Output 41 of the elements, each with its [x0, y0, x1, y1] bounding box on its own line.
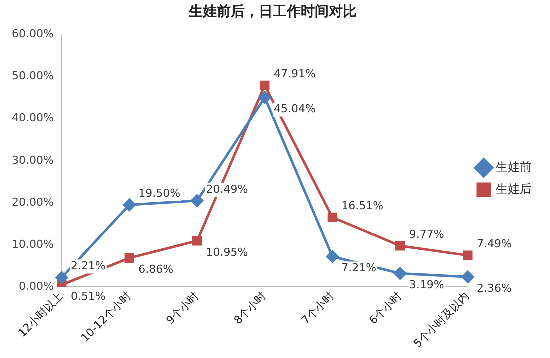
point [260, 80, 270, 90]
point [396, 241, 406, 251]
x-tick-label: 8个小时 [232, 290, 270, 328]
point [326, 250, 339, 263]
legend-label: 生娃后 [496, 182, 532, 196]
data-label: 20.49% [206, 182, 248, 196]
data-label: 9.77% [409, 228, 444, 241]
data-label: 2.21% [70, 260, 106, 273]
data-label: 10.95% [206, 246, 248, 259]
data-label: 7.49% [477, 237, 512, 250]
point [191, 194, 204, 208]
data-label: 16.51% [342, 199, 384, 212]
legend-label: 生娃前 [496, 160, 532, 174]
y-tick-label: 30.00% [12, 154, 54, 167]
point [462, 270, 474, 284]
point [258, 91, 272, 104]
x-tick-label: 9个小时 [164, 290, 202, 328]
data-label: 0.51% [70, 290, 106, 303]
chart-title: 生娃前后，日工作时间对比 [188, 3, 357, 20]
y-tick-label: 10.00% [12, 238, 54, 251]
data-label: 47.91% [274, 67, 316, 80]
data-label: 6.86% [138, 263, 174, 276]
data-label: 2.36% [477, 282, 512, 295]
point [192, 236, 202, 246]
point [394, 267, 407, 280]
data-label: 7.21% [342, 262, 377, 275]
x-tick-label: 7个小时 [299, 290, 337, 328]
data-label: 3.19% [409, 278, 444, 292]
point [123, 198, 136, 212]
data-label: 19.50% [138, 186, 181, 200]
point [328, 212, 338, 222]
y-tick-label: 20.00% [12, 196, 54, 209]
point [463, 250, 473, 260]
point [56, 272, 68, 284]
y-tick-label: 60.00% [12, 28, 54, 41]
y-tick-label: 40.00% [12, 112, 54, 125]
point [124, 253, 134, 263]
y-tick-label: 50.00% [12, 70, 54, 83]
x-tick-label: 6个小时 [366, 290, 404, 328]
x-tick-label: 5个小时及以内 [411, 290, 472, 350]
data-label: 45.04% [274, 102, 316, 116]
